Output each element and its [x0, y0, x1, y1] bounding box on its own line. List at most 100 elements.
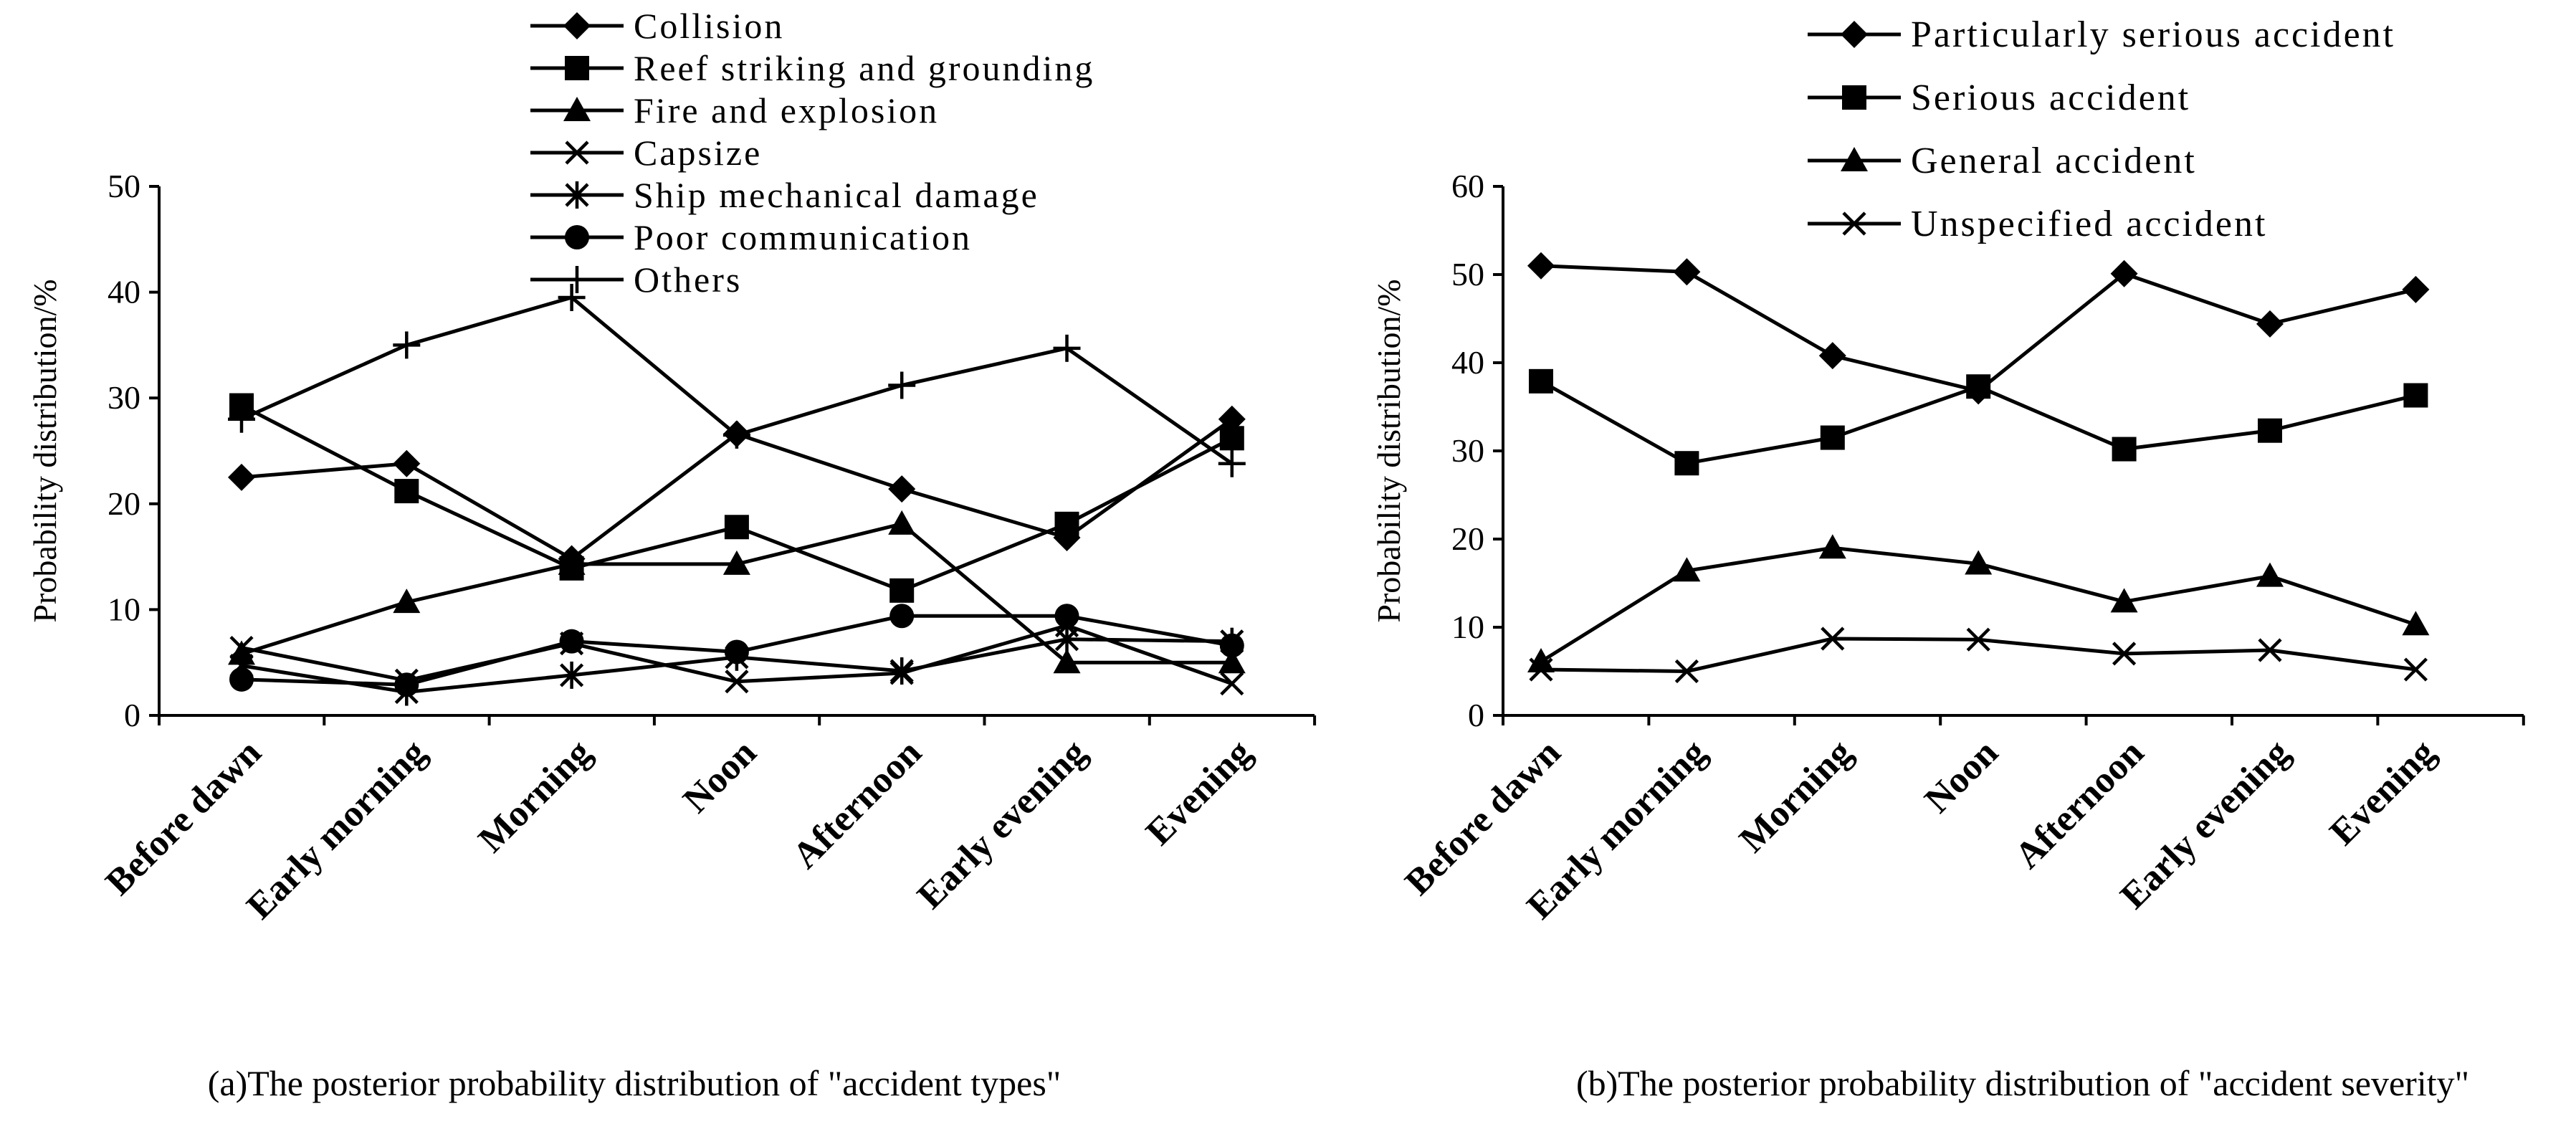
point-triangle — [1218, 649, 1246, 674]
y-tick-label: 10 — [108, 591, 140, 627]
legend-item-unspecified-accident: Unspecified accident — [1808, 204, 2267, 244]
point-x — [2258, 638, 2282, 662]
series-line — [1540, 264, 2416, 393]
point-x — [1220, 672, 1244, 696]
legend-item-poor-communication: Poor communication — [530, 217, 972, 257]
point-triangle — [2402, 611, 2430, 636]
legend-label: Unspecified accident — [1911, 204, 2267, 244]
series-reef-striking-and-grounding — [229, 393, 1244, 603]
x-tick-label-afternoon: Afternoon — [785, 732, 930, 877]
y-tick-label: 40 — [1451, 344, 1484, 381]
point-star — [560, 661, 584, 689]
x-tick-label-early-evening: Early evening — [910, 732, 1094, 917]
series-ship-mechanical-damage — [229, 625, 1244, 706]
point-square — [889, 578, 915, 603]
point-diamond — [228, 463, 255, 491]
x-tick-label-noon: Noon — [1917, 732, 2006, 821]
point-plus — [1053, 334, 1081, 362]
point-x-stroke — [1220, 672, 1244, 696]
y-tick-label: 50 — [108, 168, 140, 204]
legend-item-fire-and-explosion: Fire and explosion — [530, 90, 937, 130]
point-plus — [888, 371, 916, 399]
legend-marker-x — [1842, 211, 1866, 236]
point-triangle — [1053, 649, 1081, 674]
y-tick-label: 60 — [1451, 168, 1484, 204]
point-square — [1820, 425, 1845, 450]
y-tick-label: 20 — [108, 485, 140, 522]
legend-item-serious-accident: Serious accident — [1808, 77, 2190, 118]
point-diamond — [2402, 275, 2430, 303]
point-diamond — [393, 449, 421, 477]
point-square — [1054, 511, 1079, 536]
point-x — [725, 670, 749, 694]
legend-label: Capsize — [634, 133, 762, 173]
point-triangle — [1965, 550, 1993, 575]
y-axis-title: Probability distribution/% — [1370, 279, 1407, 622]
point-triangle — [558, 550, 586, 575]
point-diamond — [1527, 252, 1555, 280]
point-star — [1054, 625, 1079, 653]
point-triangle — [2110, 588, 2138, 613]
point-triangle — [1527, 647, 1555, 672]
legend-label: Ship mechanical damage — [634, 175, 1039, 215]
point-circle — [559, 629, 584, 654]
point-square — [1529, 368, 1553, 394]
point-square — [1674, 451, 1699, 476]
y-tick-label: 50 — [1451, 256, 1484, 292]
point-x — [1821, 627, 1845, 651]
legend-item-reef-striking-and-grounding: Reef striking and grounding — [530, 48, 1092, 88]
point-x — [2403, 657, 2428, 682]
point-x-stroke — [2112, 642, 2137, 666]
legend: Particularly serious accident Serious acc… — [1808, 14, 2395, 244]
legend-marker-triangle — [1841, 147, 1868, 171]
point-square — [2112, 437, 2137, 462]
point-x-stroke — [2403, 657, 2428, 682]
x-tick-label-evening: Evening — [1138, 732, 1259, 853]
legend-marker-star — [565, 181, 589, 209]
series-unspecified-accident — [1529, 627, 2428, 684]
point-square — [724, 515, 749, 540]
point-circle — [394, 672, 419, 697]
legend-label: General accident — [1911, 140, 2197, 181]
point-plus — [228, 405, 255, 433]
x-tick-label-evening: Evening — [2322, 732, 2443, 853]
legend-marker-diamond — [563, 12, 591, 39]
legend-label: Serious accident — [1911, 77, 2190, 118]
y-tick-label: 0 — [124, 697, 140, 733]
legend-marker-square — [1842, 85, 1866, 110]
point-x-stroke — [725, 670, 749, 694]
y-tick-label: 0 — [1468, 697, 1484, 733]
y-tick-label: 10 — [1451, 609, 1484, 645]
x-tick-label-afternoon: Afternoon — [2007, 732, 2152, 877]
point-square — [1966, 374, 1991, 399]
series-fire-and-explosion — [228, 510, 1246, 674]
series-general-accident — [1527, 534, 2430, 672]
point-square — [2403, 383, 2428, 408]
point-triangle — [888, 510, 916, 535]
point-square — [1219, 426, 1244, 451]
point-diamond — [1673, 258, 1701, 286]
point-circle — [724, 639, 749, 665]
legend-marker-circle — [565, 225, 589, 249]
series-poor-communication — [229, 604, 1244, 697]
series-others — [228, 283, 1246, 477]
point-diamond — [1218, 405, 1246, 433]
legend-label: Poor communication — [634, 217, 972, 257]
legend-marker-diamond — [1841, 21, 1868, 48]
caption: (b)The posterior probability distributio… — [1576, 1063, 2469, 1103]
point-triangle — [393, 589, 421, 614]
point-triangle — [722, 550, 750, 575]
point-x — [229, 635, 254, 660]
point-x-stroke — [229, 635, 254, 660]
legend-item-others: Others — [530, 259, 740, 300]
point-circle — [229, 667, 254, 692]
legend-marker-x-stroke — [1842, 211, 1866, 236]
legend-item-ship-mechanical-damage: Ship mechanical damage — [530, 175, 1039, 215]
x-tick-label-morning: Morning — [1732, 732, 1860, 860]
x-tick-label-noon: Noon — [675, 732, 764, 821]
legend-label: Particularly serious accident — [1911, 14, 2395, 55]
point-triangle — [2256, 562, 2284, 587]
